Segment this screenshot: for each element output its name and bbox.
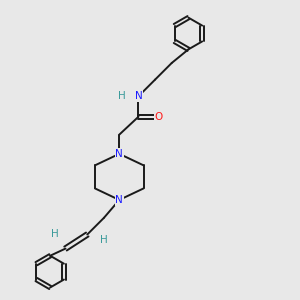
Text: H: H — [100, 235, 108, 244]
Text: H: H — [51, 230, 59, 239]
Text: O: O — [155, 112, 163, 122]
Text: H: H — [118, 91, 126, 101]
Text: N: N — [135, 91, 142, 101]
Text: N: N — [116, 149, 123, 159]
Text: N: N — [116, 195, 123, 205]
